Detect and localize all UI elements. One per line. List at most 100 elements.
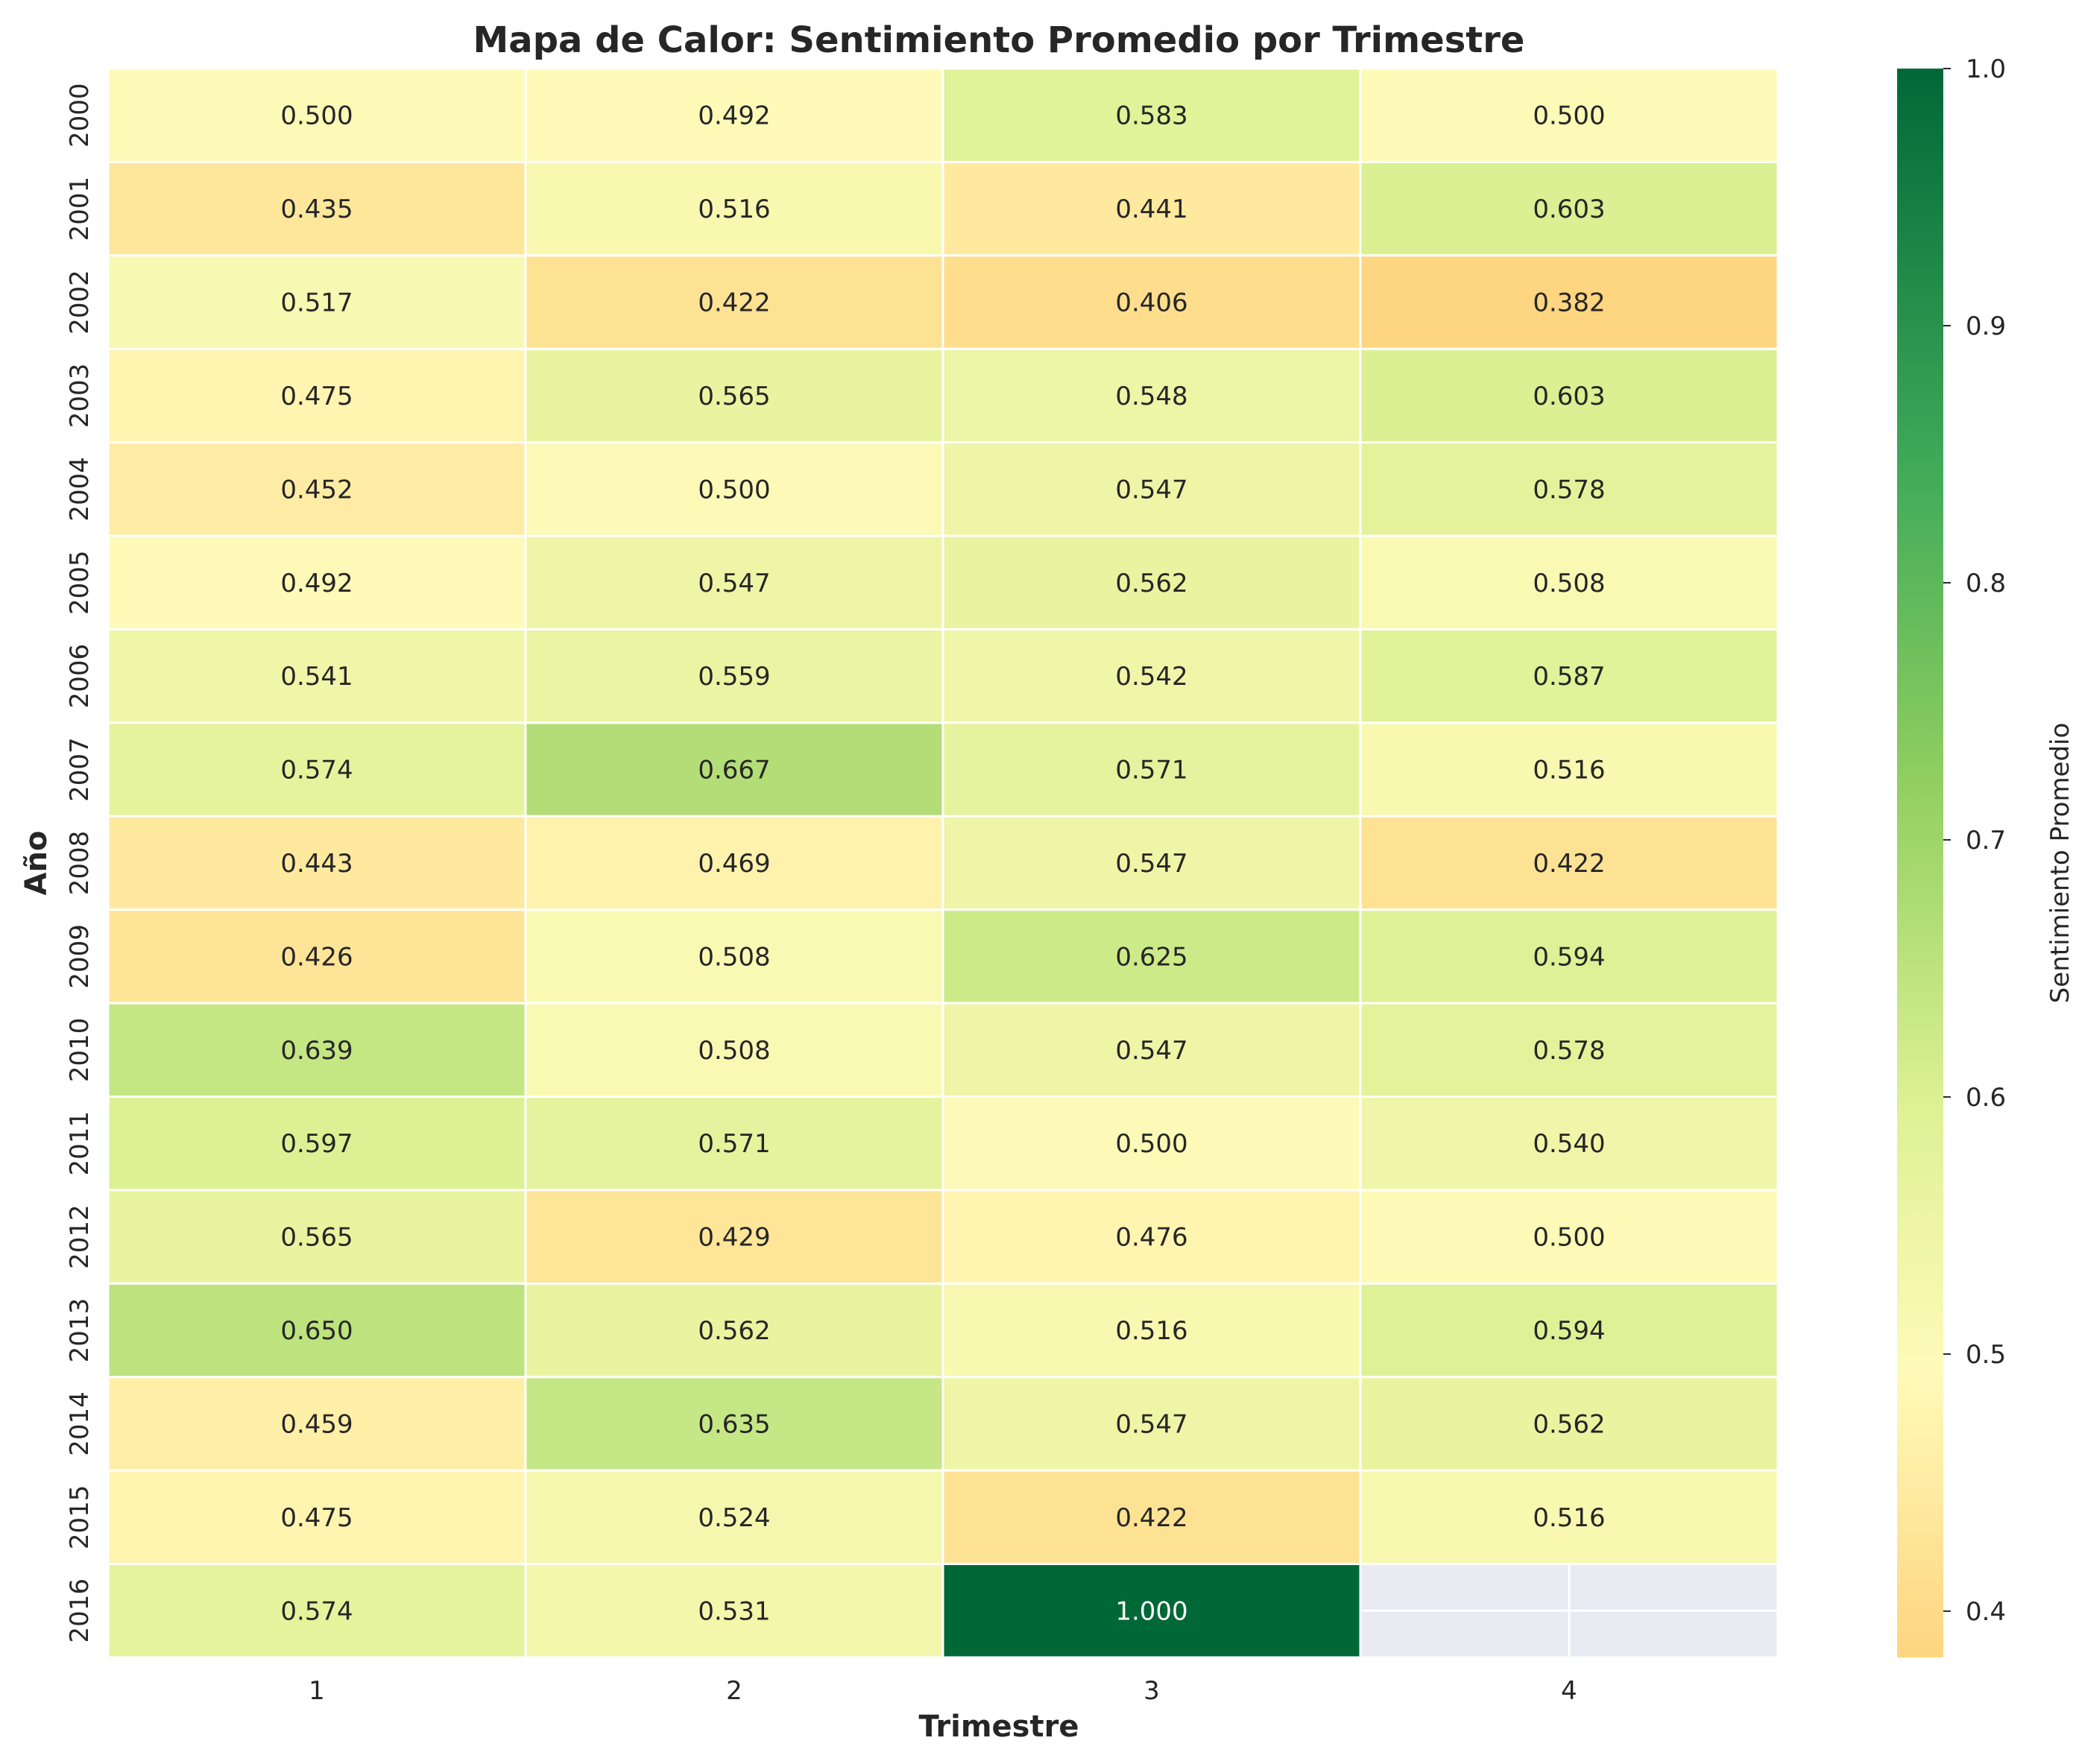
heatmap-cell: [941, 1002, 1362, 1098]
cell-value-label: 0.625: [1115, 942, 1187, 972]
y-tick-label: 2003: [65, 364, 95, 429]
cell-value-label: 0.667: [698, 756, 770, 785]
heatmap-cell: [524, 1189, 944, 1285]
heatmap-cell: [107, 67, 527, 163]
cell-value-label: 0.562: [1533, 1409, 1605, 1439]
y-tick-label: 2000: [65, 83, 95, 148]
heatmap-cell: [1359, 1002, 1779, 1098]
y-axis-ticks: 2000 2001 2002 2003 2004 2005 2006 2007 2008 2009…: [65, 83, 95, 1643]
heatmap-cell: [524, 1563, 944, 1659]
colorbar-tick-label: 0.5: [1966, 1340, 2006, 1370]
cell-value-label: 0.382: [1533, 288, 1605, 318]
cell-value-label: 0.547: [698, 569, 770, 598]
cell-value-label: 0.422: [1533, 849, 1605, 879]
heatmap-cell: [1359, 160, 1779, 257]
heatmap-cell: [107, 908, 527, 1005]
cell-value-label: 0.547: [1115, 1036, 1187, 1066]
heatmap-cell: [524, 1096, 944, 1192]
cell-value-label: 0.500: [1533, 1223, 1605, 1253]
y-tick-label: 2007: [65, 737, 95, 802]
y-tick-label: 2014: [65, 1391, 95, 1456]
cell-value-label: 0.548: [1115, 382, 1187, 411]
colorbar-label: Sentimiento Promedio: [2045, 723, 2073, 1004]
heatmap-cell: [1359, 254, 1779, 350]
heatmap-cell: [941, 441, 1362, 537]
cell-value-label: 0.500: [698, 475, 770, 505]
cell-value-label: 0.565: [698, 382, 770, 411]
cell-value-label: 0.562: [1115, 569, 1187, 598]
cell-value-label: 0.406: [1115, 288, 1187, 318]
heatmap-cell: [524, 160, 944, 257]
heatmap-cell: [524, 67, 944, 163]
x-tick-label: 4: [1561, 1676, 1577, 1706]
heatmap-cell: [941, 721, 1362, 818]
colorbar-tick-label: 0.9: [1966, 312, 2006, 341]
heatmap-cell: [107, 1096, 527, 1192]
cell-value-label: 0.508: [698, 942, 770, 972]
cell-value-label: 0.459: [280, 1409, 353, 1439]
heatmap-cell: [941, 908, 1362, 1005]
cell-value-label: 0.508: [698, 1036, 770, 1066]
heatmap-cell: [524, 1002, 944, 1098]
heatmap-cell: [1359, 815, 1779, 911]
heatmap-cell: [107, 627, 527, 724]
heatmap-cell: [524, 347, 944, 444]
heatmap-cell: [1359, 1096, 1779, 1192]
cell-value-label: 0.559: [698, 662, 770, 692]
cell-value-label: 0.475: [280, 1503, 353, 1533]
y-tick-label: 2004: [65, 457, 95, 522]
cell-value-label: 0.517: [280, 288, 353, 318]
x-tick-label: 1: [309, 1676, 325, 1706]
cell-value-label: 0.578: [1533, 475, 1605, 505]
heatmap-cell: [1359, 534, 1779, 630]
heatmap-cell: [1359, 1282, 1779, 1379]
colorbar-tick-label: 0.4: [1966, 1597, 2006, 1627]
heatmap-cell: [941, 1189, 1362, 1285]
cell-value-label: 0.508: [1533, 569, 1605, 598]
heatmap-cell: [524, 254, 944, 350]
y-tick-label: 2006: [65, 644, 95, 709]
heatmap-cells: 0.500 0.492 0.583 0.500 0.435 0.516 0.441 0.603…: [107, 67, 1779, 1659]
cell-value-label: 0.500: [1533, 101, 1605, 131]
heatmap-cell: [524, 908, 944, 1005]
cell-value-label: 0.587: [1533, 662, 1605, 692]
y-tick-label: 2009: [65, 924, 95, 989]
cell-value-label: 0.443: [280, 849, 353, 879]
y-tick-label: 2016: [65, 1578, 95, 1643]
cell-value-label: 0.574: [280, 1596, 353, 1626]
cell-value-label: 0.500: [1115, 1129, 1187, 1159]
heatmap-cell: [107, 1189, 527, 1285]
cell-value-label: 0.516: [1115, 1316, 1187, 1346]
cell-value-label: 0.422: [1115, 1503, 1187, 1533]
cell-value-label: 0.422: [698, 288, 770, 318]
heatmap-cell: [941, 534, 1362, 630]
cell-value-label: 0.594: [1533, 1316, 1605, 1346]
cell-value-label: 0.429: [698, 1223, 770, 1253]
heatmap-cell: [1359, 627, 1779, 724]
cell-value-label: 0.492: [698, 101, 770, 131]
colorbar: 0.4 0.5 0.6 0.7 0.8 0.9 1.0 Sentimiento Promed…: [1897, 54, 2073, 1657]
cell-value-label: 0.516: [698, 195, 770, 224]
cell-value-label: 0.541: [280, 662, 353, 692]
x-axis-ticks: 1 2 3 4: [309, 1676, 1577, 1706]
colorbar-tick-label: 0.7: [1966, 826, 2006, 856]
heatmap-cell: [1359, 441, 1779, 537]
cell-value-label: 0.516: [1533, 1503, 1605, 1533]
cell-value-label: 0.492: [280, 569, 353, 598]
cell-value-label: 0.547: [1115, 1409, 1187, 1439]
cell-value-label: 0.562: [698, 1316, 770, 1346]
cell-value-label: 0.594: [1533, 942, 1605, 972]
heatmap-cell: [1359, 1469, 1779, 1566]
cell-value-label: 0.531: [698, 1596, 770, 1626]
cell-value-label: 0.426: [280, 942, 353, 972]
heatmap-cell: [941, 1282, 1362, 1379]
cell-value-label: 1.000: [1115, 1596, 1187, 1626]
heatmap-cell: [524, 1282, 944, 1379]
y-tick-label: 2010: [65, 1018, 95, 1083]
chart-title: Mapa de Calor: Sentimiento Promedio por …: [473, 19, 1525, 61]
cell-value-label: 0.469: [698, 849, 770, 879]
cell-value-label: 0.547: [1115, 849, 1187, 879]
cell-value-label: 0.542: [1115, 662, 1187, 692]
colorbar-ticks: 0.4 0.5 0.6 0.7 0.8 0.9 1.0: [1943, 54, 2006, 1627]
